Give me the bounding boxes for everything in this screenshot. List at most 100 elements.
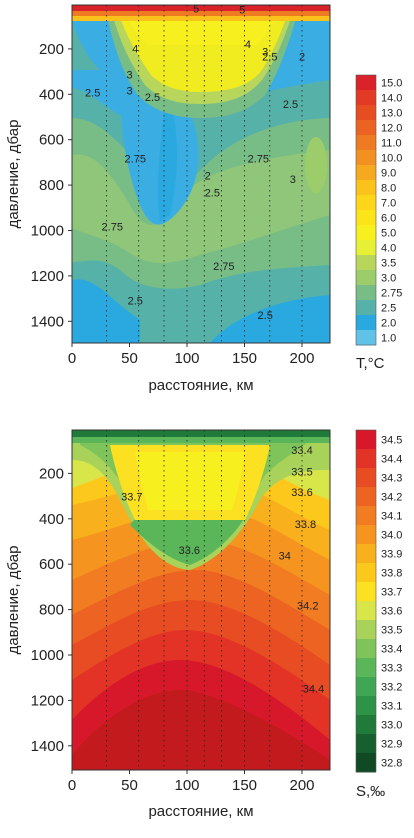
y-tick-label: 200	[39, 41, 64, 58]
y-tick-label: 400	[39, 86, 64, 103]
contour-label: 4	[132, 43, 138, 55]
x-tick-label: 150	[232, 777, 257, 794]
contour-label: 5	[193, 4, 199, 16]
contour-label: 2.75	[125, 153, 146, 165]
colorbar-swatch	[356, 210, 376, 226]
colorbar-swatch	[356, 582, 376, 602]
colorbar-swatch	[356, 150, 376, 166]
colorbar-swatch	[356, 449, 376, 469]
colorbar-label: 32.8	[381, 758, 402, 770]
contour-label: 2.5	[283, 99, 298, 111]
colorbar-swatch	[356, 696, 376, 716]
colorbar-swatch	[356, 180, 376, 196]
contour-label: 2.5	[205, 187, 220, 199]
colorbar-label: 14.0	[381, 93, 402, 105]
colorbar-swatch	[356, 240, 376, 256]
x-tick-label: 200	[289, 777, 314, 794]
colorbar-label: 1.0	[381, 333, 396, 345]
colorbar-swatch	[356, 468, 376, 488]
x-axis: 0 50 100 150 200	[68, 343, 315, 367]
x-tick-label: 100	[174, 350, 199, 367]
contour-label: 2.5	[85, 88, 100, 100]
contour-label: 2.5	[258, 310, 273, 322]
colorbar-swatch	[356, 487, 376, 507]
colorbar-swatch	[356, 506, 376, 526]
colorbar-label: 33.1	[381, 701, 402, 713]
contour-label: 3	[126, 85, 132, 97]
y-tick-label: 1000	[31, 647, 64, 664]
colorbar-swatch	[356, 544, 376, 564]
contour-label: 2.75	[102, 222, 123, 234]
colorbar-swatch	[356, 255, 376, 271]
contour-label: 2.75	[248, 153, 269, 165]
colorbar-swatch	[356, 734, 376, 754]
colorbar: 15.0 14.0 13.0 12.0 11.0 10.0 9.0 8.0 7.0 6.0 5.0 4…	[355, 74, 402, 346]
contour-label: 33.5	[291, 467, 312, 479]
colorbar-swatch	[356, 315, 376, 331]
colorbar-label: 32.9	[381, 739, 402, 751]
y-tick-label: 1400	[31, 738, 64, 755]
colorbar-swatch	[356, 525, 376, 545]
contour-label: 33.6	[291, 487, 312, 499]
x-tick-label: 50	[121, 777, 138, 794]
colorbar-swatch	[356, 658, 376, 678]
colorbar-label: 15.0	[381, 78, 402, 90]
colorbar-label: 3.5	[381, 258, 396, 270]
colorbar-label: 33.3	[381, 663, 402, 675]
colorbar-swatch	[356, 677, 376, 697]
salinity-field	[72, 430, 330, 770]
colorbar-swatch	[356, 165, 376, 181]
contour-label: 5	[239, 5, 245, 17]
colorbar-label: 10.0	[381, 153, 402, 165]
colorbar-label: 33.0	[381, 720, 402, 732]
contour-label: 34.4	[303, 683, 324, 695]
contour-label: 34	[279, 551, 291, 563]
y-tick-label: 600	[39, 132, 64, 149]
colorbar-label: 33.9	[381, 549, 402, 561]
colorbar-label: 33.5	[381, 625, 402, 637]
colorbar-swatch	[356, 430, 376, 450]
station-lines	[106, 5, 303, 343]
colorbar-swatch	[356, 330, 376, 346]
contour-labels: 33.4 33.5 33.6 33.7 33.8 33.6 34 34.2 34.4	[121, 445, 324, 695]
temperature-field	[72, 5, 330, 343]
colorbar-swatch	[356, 270, 376, 286]
colorbar-swatch	[356, 601, 376, 621]
colorbar-label: 33.2	[381, 682, 402, 694]
colorbar-label: 2.5	[381, 303, 396, 315]
contour-label: 3	[290, 174, 296, 186]
colorbar-swatch	[356, 285, 376, 301]
contour-label: 34.2	[297, 601, 318, 613]
y-axis-label: давление, дбар	[5, 120, 22, 229]
colorbar-swatch	[356, 620, 376, 640]
y-tick-label: 1400	[31, 313, 64, 330]
y-tick-label: 400	[39, 511, 64, 528]
colorbar-label: 34.2	[381, 492, 402, 504]
colorbar-swatch	[356, 753, 376, 773]
colorbar-swatch	[356, 135, 376, 151]
colorbar-label: 34.3	[381, 473, 402, 485]
colorbar-label: 2.75	[381, 288, 402, 300]
colorbar-label: 34.0	[381, 530, 402, 542]
colorbar-label: 34.4	[381, 454, 402, 466]
y-tick-label: 1200	[31, 692, 64, 709]
salinity-panel: 33.4 33.5 33.6 33.7 33.8 33.6 34 34.2 34.4 0 50 10…	[5, 429, 402, 820]
colorbar-label: 33.8	[381, 568, 402, 580]
x-tick-label: 100	[174, 777, 199, 794]
colorbar-label: 3.0	[381, 273, 396, 285]
colorbar-frame	[355, 74, 377, 346]
contour-label: 3	[126, 69, 132, 81]
x-tick-label: 0	[68, 777, 76, 794]
colorbar-title: T,°C	[356, 355, 385, 372]
station-lines	[106, 430, 303, 770]
colorbar-swatch	[356, 120, 376, 136]
colorbar-swatch	[356, 300, 376, 316]
contour-label: 4	[245, 39, 251, 51]
y-tick-label: 1200	[31, 268, 64, 285]
colorbar-swatch	[356, 75, 376, 91]
contour-label: 33.6	[179, 545, 200, 557]
y-tick-label: 200	[39, 465, 64, 482]
